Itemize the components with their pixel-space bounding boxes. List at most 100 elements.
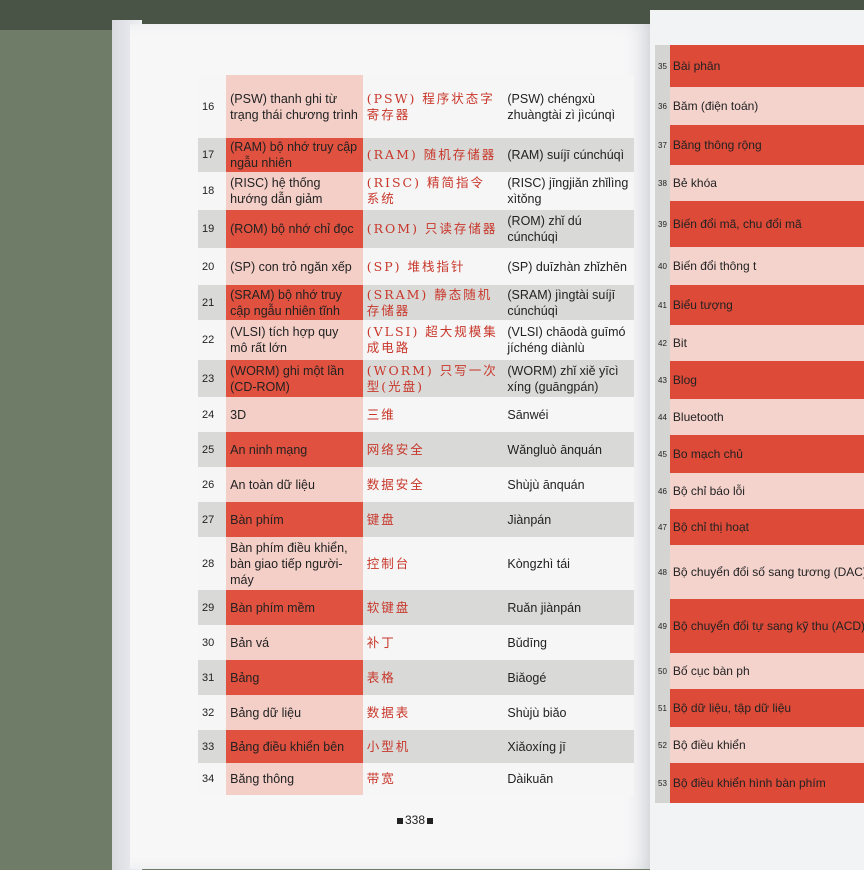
cell-vi: Bàn phím điều khiển, bàn giao tiếp người… [226,537,363,590]
cell-vi: An ninh mạng [226,432,363,467]
cell-num: 46 [655,473,670,509]
page-number: 338 [395,813,435,827]
cell-zh: (PSW) 程序状态字寄存器 [362,75,504,138]
cell-zh: 数据表 [362,695,504,730]
cell-vi: Bảng điều khiển bên [226,730,363,763]
cell-vi: (ROM) bộ nhớ chỉ đọc [226,210,363,248]
cell-num: 39 [655,201,670,247]
cell-py: Shùjù ānquán [503,467,634,502]
cell-vi: (SRAM) bộ nhớ truy cập ngẫu nhiên tĩnh [226,285,363,320]
cell-vi: Bản vá [226,625,363,660]
vocabulary-table-right: 35 Bài phân 36 Băm (điện toán) 37 Băng thông … [655,45,864,803]
table-row: 36 Băm (điện toán) [655,87,864,125]
cell-py: Wǎngluò ānquán [503,432,634,467]
table-row: 22 (VLSI) tích hợp quy mô rất lớn (VLSI) 超… [198,320,634,360]
cell-vi: Bàn phím [226,502,363,537]
cell-num: 53 [655,763,670,803]
cell-vi: Blog [669,361,864,399]
cell-vi: Biến đổi thông t [669,247,864,285]
table-row: 50 Bố cục bàn ph [655,653,864,689]
cell-num: 28 [198,537,227,590]
table-row: 32 Bảng dữ liệu 数据表 Shùjù biǎo [198,695,634,730]
cell-vi: Bố cục bàn ph [669,653,864,689]
cell-vi: Bài phân [669,45,864,87]
cell-py: Dàikuān [503,763,634,795]
cell-vi: Bo mạch chủ [669,435,864,473]
cell-zh: 数据安全 [362,467,504,502]
cell-vi: (VLSI) tích hợp quy mô rất lớn [226,320,363,360]
cell-py: Bǔdīng [503,625,634,660]
table-row: 44 Bluetooth [655,399,864,435]
table-row: 46 Bộ chỉ báo lỗi [655,473,864,509]
cell-zh: 三维 [362,397,504,432]
cell-num: 17 [198,138,227,172]
cell-num: 40 [655,247,670,285]
cell-vi: 3D [226,397,363,432]
table-row: 47 Bộ chỉ thị hoạt [655,509,864,545]
table-row: 16 (PSW) thanh ghi từ trạng thái chương t… [198,75,634,138]
cell-py: (RAM) suíjī cúnchúqì [503,138,634,172]
cell-vi: Băng thông [226,763,363,795]
table-row: 28 Bàn phím điều khiển, bàn giao tiếp ngư… [198,537,634,590]
table-row: 43 Blog [655,361,864,399]
cell-num: 22 [198,320,227,360]
table-row: 19 (ROM) bộ nhớ chỉ đọc (ROM) 只读存储器 (ROM) z… [198,210,634,248]
cell-zh: 小型机 [362,730,504,763]
cell-num: 35 [655,45,670,87]
cell-num: 19 [198,210,227,248]
cell-num: 43 [655,361,670,399]
cell-zh: (ROM) 只读存储器 [362,210,504,248]
cell-num: 26 [198,467,227,502]
cell-vi: (PSW) thanh ghi từ trạng thái chương trì… [226,75,363,138]
cell-zh: 软键盘 [362,590,504,625]
cell-py: (PSW) chéngxù zhuàngtài zì jìcúnqì [503,75,634,138]
cell-num: 50 [655,653,670,689]
cell-zh: (WORM) 只写一次型(光盘) [362,360,504,397]
table-row: 17 (RAM) bộ nhớ truy cập ngẫu nhiên (RAM) … [198,138,634,172]
cell-vi: (RISC) hệ thống hướng dẫn giảm [226,172,363,210]
table-row: 51 Bộ dữ liệu, tập dữ liệu [655,689,864,727]
cell-num: 52 [655,727,670,763]
cell-zh: 表格 [362,660,504,695]
cell-num: 38 [655,165,670,201]
cell-num: 21 [198,285,227,320]
cell-num: 45 [655,435,670,473]
cell-vi: Băm (điện toán) [669,87,864,125]
table-row: 31 Bảng 表格 Biǎogé [198,660,634,695]
table-row: 34 Băng thông 带宽 Dàikuān [198,763,634,795]
cell-vi: Bộ điều khiển hình bàn phím [669,763,864,803]
cell-vi: Biến đổi mã, chu đổi mã [669,201,864,247]
cell-py: Biǎogé [503,660,634,695]
cell-zh: (VLSI) 超大规模集成电路 [362,320,504,360]
cell-num: 29 [198,590,227,625]
table-row: 45 Bo mạch chủ [655,435,864,473]
cell-vi: Bẻ khóa [669,165,864,201]
table-row: 41 Biểu tượng [655,285,864,325]
table-row: 53 Bộ điều khiển hình bàn phím [655,763,864,803]
table-row: 25 An ninh mạng 网络安全 Wǎngluò ānquán [198,432,634,467]
cell-zh: (SRAM) 静态随机存储器 [362,285,504,320]
cell-py: Shùjù biǎo [503,695,634,730]
cell-vi: Bảng dữ liệu [226,695,363,730]
cell-py: (ROM) zhǐ dú cúnchúqì [503,210,634,248]
cell-num: 44 [655,399,670,435]
cell-py: Ruǎn jiànpán [503,590,634,625]
table-row: 20 (SP) con trỏ ngăn xếp (SP) 堆栈指针 (SP) duī… [198,248,634,285]
cell-vi: Bluetooth [669,399,864,435]
cell-zh: 网络安全 [362,432,504,467]
cell-num: 49 [655,599,670,653]
cell-py: Xiǎoxíng jī [503,730,634,763]
table-row: 42 Bit [655,325,864,361]
cell-py: (WORM) zhǐ xiě yīcì xíng (guāngpán) [503,360,634,397]
cell-vi: An toàn dữ liệu [226,467,363,502]
cell-num: 23 [198,360,227,397]
cell-zh: 控制台 [362,537,504,590]
cell-zh: (SP) 堆栈指针 [362,248,504,285]
table-row: 35 Bài phân [655,45,864,87]
table-row: 29 Bàn phím mềm 软键盘 Ruǎn jiànpán [198,590,634,625]
cell-py: (SP) duīzhàn zhǐzhēn [503,248,634,285]
cell-vi: Bộ chỉ báo lỗi [669,473,864,509]
cell-num: 16 [198,75,227,138]
page-number-text: 338 [405,813,426,827]
cell-num: 18 [198,172,227,210]
